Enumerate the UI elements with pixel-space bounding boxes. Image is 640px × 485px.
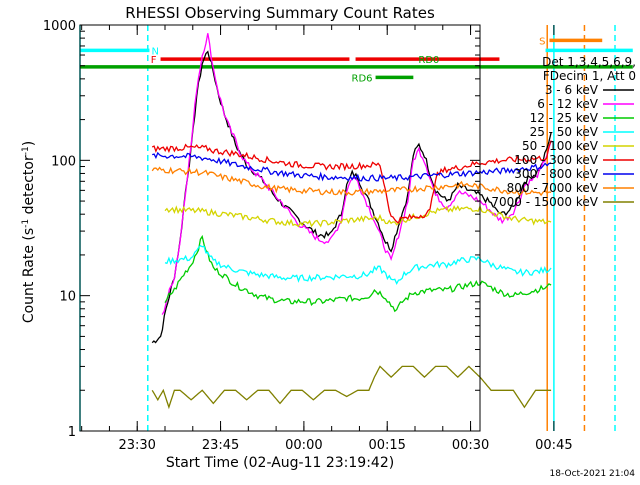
series-line-8 bbox=[151, 365, 552, 410]
legend-header-2: FDecim 1, Att 0 bbox=[543, 69, 636, 83]
series-line-6 bbox=[152, 151, 552, 182]
flag-label-rd0: RD0 bbox=[418, 55, 439, 66]
legend-entry-1: 6 - 12 keV bbox=[537, 97, 599, 111]
series-lines bbox=[151, 33, 552, 410]
series-line-2 bbox=[164, 234, 552, 313]
y-tick-label-1: 10 bbox=[59, 290, 76, 305]
x-tick-label-4: 00:30 bbox=[452, 438, 489, 453]
x-tick-label-0: 23:30 bbox=[118, 438, 155, 453]
legend-entry-2: 12 - 25 keV bbox=[530, 111, 599, 125]
legend-entry-0: 3 - 6 keV bbox=[545, 83, 599, 97]
x-tick-label-2: 00:00 bbox=[285, 438, 322, 453]
legend-entry-4: 50 - 100 keV bbox=[522, 139, 599, 153]
legend-entry-8: 7000 - 15000 keV bbox=[491, 195, 598, 209]
legend-entry-6: 300 - 800 keV bbox=[514, 167, 598, 181]
ylabel-part-1: Count Rate (s bbox=[21, 228, 37, 323]
series-line-5 bbox=[151, 140, 552, 224]
legend-header-1: Det 1,3,4,5,6,9, bbox=[542, 55, 636, 69]
flag-label-n: N bbox=[151, 46, 158, 57]
flag-bars: NF S RD0 RD6 bbox=[80, 36, 633, 84]
vertical-markers bbox=[79, 25, 616, 431]
flag-label-f: F bbox=[151, 55, 157, 66]
y-tick-label-0: 1 bbox=[68, 425, 76, 440]
ylabel-part-2: detector bbox=[21, 155, 37, 219]
ylabel-part-3: ) bbox=[21, 141, 37, 146]
x-axis-label: Start Time (02-Aug-11 23:19:42) bbox=[166, 455, 394, 471]
legend-entry-3: 25 - 50 keV bbox=[530, 125, 599, 139]
legend: Det 1,3,4,5,6,9,FDecim 1, Att 03 - 6 keV… bbox=[491, 55, 636, 209]
series-line-3 bbox=[164, 244, 552, 285]
series-line-4 bbox=[164, 204, 552, 228]
chart-title: RHESSI Observing Summary Count Rates bbox=[125, 4, 435, 22]
x-tick-label-3: 00:15 bbox=[368, 438, 405, 453]
flag-label-rd6: RD6 bbox=[352, 73, 373, 84]
legend-entry-7: 800 - 7000 keV bbox=[507, 181, 599, 195]
y-tick-label-2: 100 bbox=[51, 154, 76, 169]
ylabel-sup-2: -1 bbox=[21, 146, 31, 155]
flag-label-s: S bbox=[539, 36, 545, 47]
x-tick-label-1: 23:45 bbox=[202, 438, 239, 453]
render-timestamp: 18-Oct-2021 21:04 bbox=[550, 469, 636, 479]
legend-entry-5: 100 - 300 keV bbox=[514, 153, 598, 167]
ylabel-sup-1: -1 bbox=[21, 219, 31, 228]
series-line-7 bbox=[151, 166, 552, 197]
y-tick-label-3: 1000 bbox=[43, 19, 76, 34]
axes: 1 10 100 1000 23:30 23:45 00:00 00:15 00:30 00:45 bbox=[43, 19, 573, 453]
y-axis-label: Count Rate (s-1 detector-1) bbox=[21, 141, 37, 323]
x-tick-label-5: 00:45 bbox=[535, 438, 572, 453]
plot-frame bbox=[79, 24, 481, 432]
